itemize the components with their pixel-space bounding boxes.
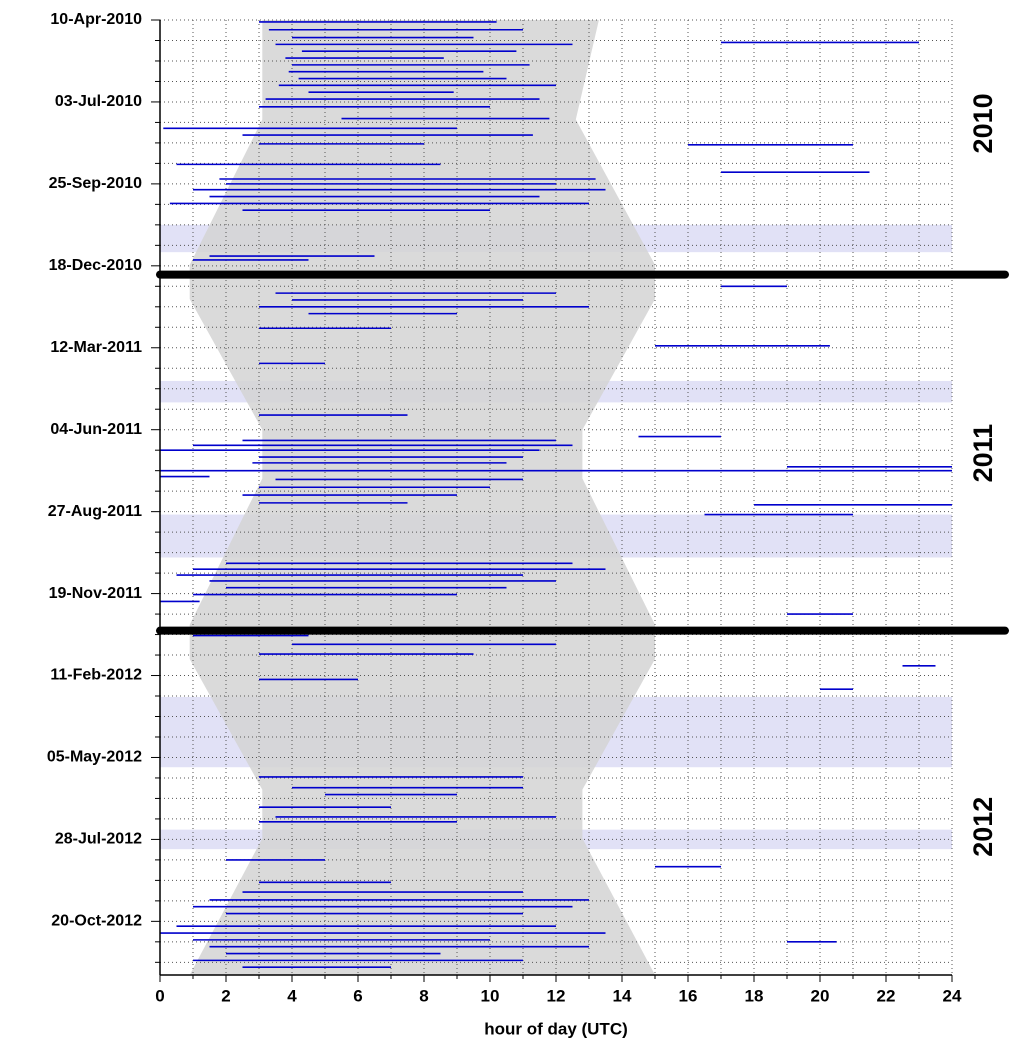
x-tick-label: 10 bbox=[481, 986, 500, 1005]
y-tick-label: 05-May-2012 bbox=[47, 749, 142, 766]
x-tick-label: 22 bbox=[877, 986, 896, 1005]
x-tick-label: 2 bbox=[221, 986, 230, 1005]
y-tick-label: 28-Jul-2012 bbox=[55, 831, 142, 848]
shading-band bbox=[189, 20, 655, 975]
year-label: 2010 bbox=[968, 93, 998, 153]
x-tick-label: 24 bbox=[943, 986, 962, 1005]
x-tick-label: 20 bbox=[811, 986, 830, 1005]
y-tick-label: 20-Oct-2012 bbox=[51, 913, 142, 930]
y-tick-label: 12-Mar-2011 bbox=[50, 339, 142, 356]
x-tick-label: 4 bbox=[287, 986, 297, 1005]
y-tick-label: 19-Nov-2011 bbox=[49, 585, 142, 602]
x-axis-label: hour of day (UTC) bbox=[484, 1019, 628, 1038]
y-tick-label: 04-Jun-2011 bbox=[50, 421, 142, 438]
y-tick-label: 11-Feb-2012 bbox=[50, 667, 142, 684]
y-tick-label: 18-Dec-2010 bbox=[49, 257, 143, 274]
y-tick-label: 10-Apr-2010 bbox=[50, 11, 142, 28]
x-tick-label: 14 bbox=[613, 986, 632, 1005]
y-tick-label: 25-Sep-2010 bbox=[49, 175, 142, 192]
x-tick-label: 8 bbox=[419, 986, 428, 1005]
x-tick-label: 18 bbox=[745, 986, 764, 1005]
x-tick-label: 12 bbox=[547, 986, 566, 1005]
y-tick-label: 03-Jul-2010 bbox=[55, 93, 142, 110]
year-label: 2011 bbox=[968, 424, 998, 483]
y-tick-label: 27-Aug-2011 bbox=[48, 503, 142, 520]
x-tick-label: 6 bbox=[353, 986, 362, 1005]
x-tick-label: 0 bbox=[155, 986, 164, 1005]
x-tick-label: 16 bbox=[679, 986, 698, 1005]
year-label: 2012 bbox=[968, 797, 998, 857]
